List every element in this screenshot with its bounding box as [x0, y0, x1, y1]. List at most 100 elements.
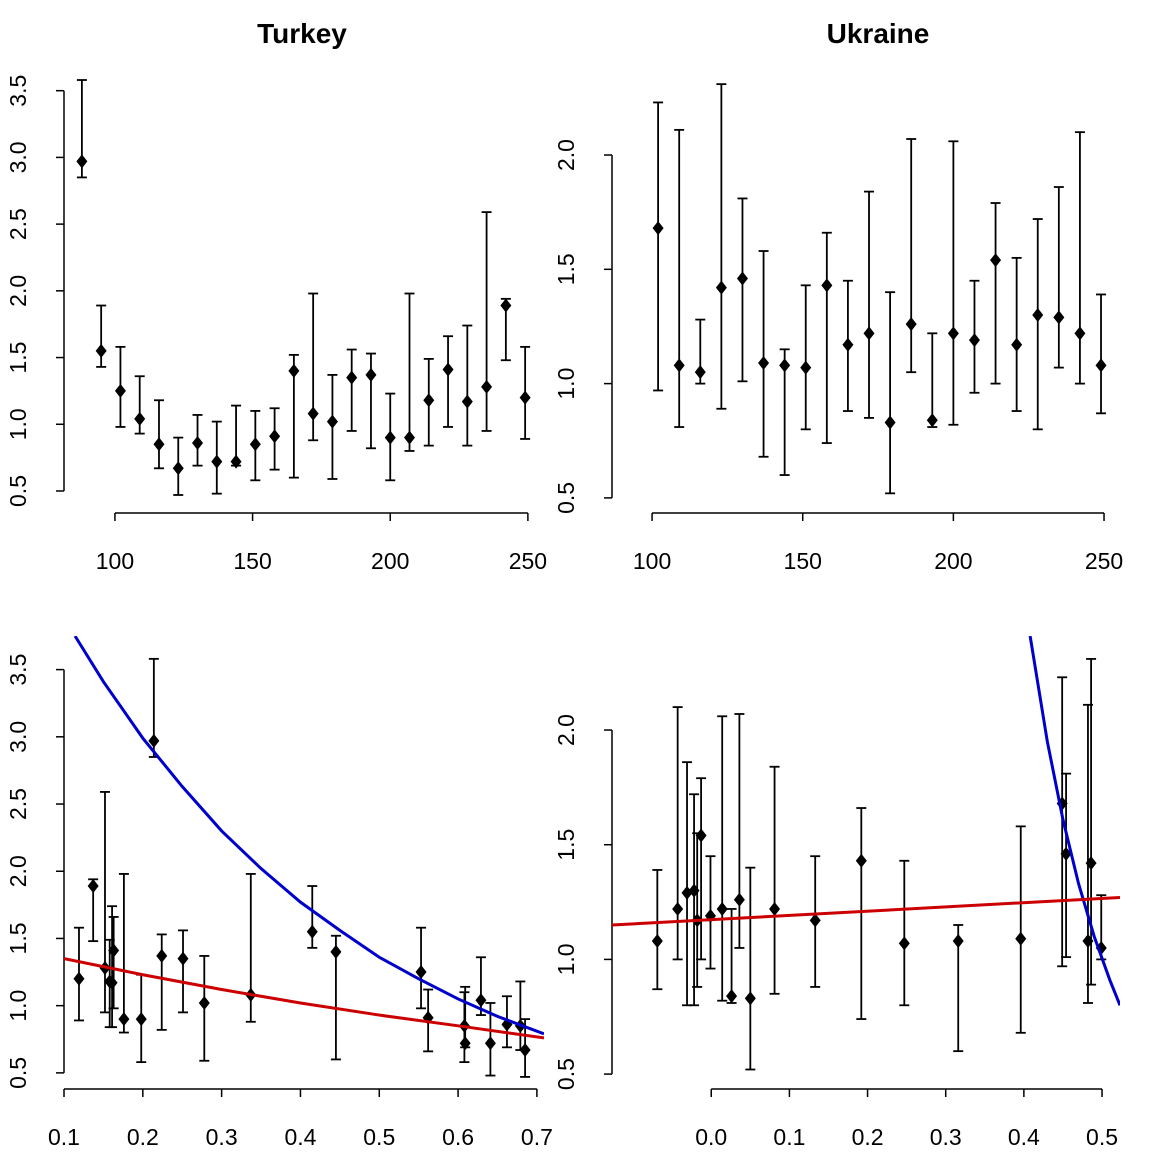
point: [192, 435, 204, 450]
error-bar: [716, 83, 727, 410]
point: [106, 975, 118, 990]
point: [288, 363, 300, 378]
point: [177, 951, 189, 966]
error-bar: [734, 713, 745, 949]
error-bar: [1096, 293, 1107, 415]
error-bar: [821, 231, 832, 444]
x-tick-label: 0.2: [852, 1124, 884, 1150]
error-bar: [653, 101, 664, 392]
point: [156, 948, 168, 963]
point: [1053, 310, 1065, 325]
point: [365, 367, 377, 382]
y-tick-label: 0.5: [553, 482, 579, 514]
error-bar: [118, 873, 129, 1034]
point: [73, 971, 85, 986]
x-tick-label: 0.3: [930, 1124, 962, 1150]
point: [330, 944, 342, 959]
error-bar: [1015, 825, 1026, 1034]
y-tick-label: 2.0: [5, 855, 31, 887]
x-tick-label: 150: [233, 548, 271, 574]
point: [326, 414, 338, 429]
x-tick-label: 150: [784, 548, 822, 574]
point: [481, 379, 493, 394]
error-bar: [737, 197, 748, 383]
x-tick-label: 0.6: [442, 1124, 474, 1150]
point: [519, 390, 531, 405]
x-tick-label: 0.7: [521, 1124, 553, 1150]
point: [459, 1036, 471, 1051]
y-tick-label: 0.5: [553, 1058, 579, 1090]
point: [442, 362, 454, 377]
error-bar: [696, 777, 707, 961]
point: [779, 358, 791, 373]
point: [1074, 326, 1086, 341]
error-bar: [672, 706, 683, 961]
error-bar: [515, 980, 526, 1051]
error-bar: [365, 352, 376, 450]
point: [715, 280, 727, 295]
point: [269, 429, 281, 444]
point: [230, 454, 242, 469]
error-bar: [856, 807, 867, 1020]
point: [76, 154, 88, 169]
point: [134, 411, 146, 426]
error-bar: [1061, 772, 1072, 959]
x-tick-label: 100: [633, 548, 671, 574]
fit-curve: [612, 895, 1120, 927]
panel-title: Turkey: [257, 18, 347, 49]
point: [744, 991, 756, 1006]
point: [652, 221, 664, 236]
point: [884, 415, 896, 430]
error-bar: [990, 202, 1001, 385]
error-bar: [927, 332, 938, 428]
y-tick-label: 3.0: [5, 721, 31, 753]
point: [211, 454, 223, 469]
error-bar: [899, 859, 910, 1007]
point: [898, 936, 910, 951]
point: [422, 1010, 434, 1025]
y-tick-label: 1.0: [553, 943, 579, 975]
point: [1015, 931, 1027, 946]
point: [1011, 337, 1023, 352]
point: [733, 892, 745, 907]
error-bar: [1032, 218, 1043, 431]
point: [307, 406, 319, 421]
error-bar: [682, 761, 693, 1007]
error-bar: [404, 292, 415, 452]
fit-curve: [64, 957, 544, 1040]
fit-curve: [73, 636, 544, 1036]
point: [1085, 856, 1097, 871]
x-tick-label: 200: [371, 548, 409, 574]
point: [172, 461, 184, 476]
error-bar: [726, 908, 737, 1004]
point: [501, 1017, 513, 1032]
error-bar: [674, 128, 685, 428]
y-tick-label: 0.5: [5, 1057, 31, 1089]
error-bar: [108, 916, 119, 1010]
error-bar: [717, 715, 728, 1002]
point: [1032, 308, 1044, 323]
error-bar: [769, 765, 780, 995]
point: [404, 430, 416, 445]
point: [863, 326, 875, 341]
point: [153, 437, 165, 452]
panel: Ukraine 0.5 1.0 1.5 2.0 100 150 200 250: [553, 18, 1123, 574]
y-tick-label: 1.0: [5, 990, 31, 1022]
point: [95, 343, 107, 358]
point: [947, 326, 959, 341]
point: [800, 360, 812, 375]
error-bar: [443, 335, 454, 428]
error-bar: [800, 284, 811, 431]
x-tick-label: 200: [934, 548, 972, 574]
x-tick-label: 0.4: [284, 1124, 316, 1150]
x-tick-label: 0.5: [363, 1124, 395, 1150]
point: [694, 365, 706, 380]
x-tick-label: 0.4: [1008, 1124, 1040, 1150]
point: [842, 337, 854, 352]
error-bar: [864, 190, 875, 419]
x-tick-label: 0.5: [1086, 1124, 1118, 1150]
panel-title: Ukraine: [827, 18, 930, 49]
error-bar: [99, 791, 110, 1014]
point: [651, 934, 663, 949]
